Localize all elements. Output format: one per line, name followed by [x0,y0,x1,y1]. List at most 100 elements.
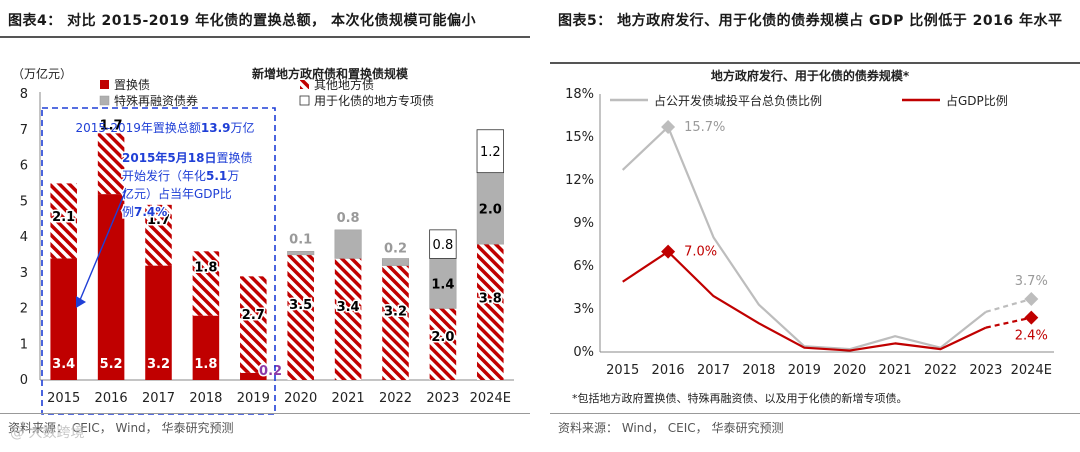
bar-segment-特殊再融资债券 [429,258,457,309]
legend-swatch-用于化债的地方专项债 [299,95,310,106]
data-label-special: 0.2 [384,241,407,256]
data-label-other: 3.8 [479,291,502,306]
x-tick-label: 2021 [879,363,912,378]
left-source: 资料来源： CEIC， Wind， 华泰研究预测 [8,421,234,435]
annotation-note-part: 2015年5月18日 [122,150,216,165]
data-label-other: 3.5 [289,298,312,313]
x-tick-label: 2017 [142,391,175,406]
bar-segment-其他地方债 [334,258,362,380]
legend-label: 用于化债的地方专项债 [314,93,434,108]
series-line-red [622,250,987,352]
y-tick-label: 7 [20,123,28,138]
x-tick-label: 2022 [379,391,412,406]
x-tick-label: 2015 [606,363,639,378]
data-label-other: 1.7 [100,118,123,133]
annotation-arrow-line [79,189,127,301]
annotation-box [41,107,276,415]
data-label-other: 3.2 [384,304,407,319]
legend-swatch-特殊再融资债券 [99,95,110,106]
annotation-note-line: 例7.4% [122,205,167,219]
bar-segment-其他地方债 [192,251,220,316]
chart-title: 地方政府发行、用于化债的债券规模* [711,68,910,83]
annotation-total: 2015-2019年置换总额13.9万亿 [75,120,254,135]
bar-segment-用于化债的地方专项债 [476,129,504,174]
bar-segment-用于化债的地方专项债 [429,229,457,259]
x-tick-label: 2019 [237,391,270,406]
data-label-end: 3.7% [1015,274,1048,289]
data-marker [661,119,676,134]
y-tick-label: 18% [565,87,594,102]
annotation-note-line: 开始发行（年化5.1万 [122,168,239,183]
data-label-special: 1.4 [431,277,454,292]
data-label-other: 3.4 [337,300,360,315]
bar-segment-其他地方债 [240,276,267,373]
data-label-other: 2.1 [52,210,75,225]
annotation-total-part: 万亿 [231,120,255,135]
footnote: *包括地方政府置换债、特殊再融资债、以及用于化债的新增专项债。 [572,391,908,405]
legend-label: 其他地方债 [314,77,374,92]
chart-title: 新增地方政府债和置换债规模 [252,66,409,81]
right-figure: 图表5： 地方政府发行、用于化债的债券规模占 GDP 比例低于 2016 年水平… [550,0,1080,452]
left-figure-title: 图表4： 对比 2015-2019 年化债的置换总额， 本次化债规模可能偏小 [8,13,476,29]
x-tick-label: 2023 [426,391,459,406]
data-label-other: 2.7 [242,308,265,323]
annotation-note-part: 5.1 [206,169,227,183]
annotation-total-part: 2015-2019年置换总额 [75,121,200,135]
annotation-arrow-head [76,296,86,308]
y-tick-label: 6 [20,159,28,174]
y-tick-label: 6% [573,259,594,274]
legend-label: 置换债 [114,78,150,92]
data-label-special: 0.8 [337,211,360,226]
data-label: 7.0% [684,245,717,260]
legend-label: 占公开发债城投平台总负债比例 [654,93,822,108]
right-title-rule [550,62,1080,64]
series-line-gray [621,125,987,351]
y-axis-label: （万亿元） [12,66,72,81]
data-marker [1024,291,1039,306]
y-tick-label: 2 [20,302,28,317]
x-tick-label: 2020 [284,391,317,406]
annotation-note-part: 例 [122,205,134,219]
bar-segment-置换债 [192,315,220,380]
left-bottom-rule [0,413,530,414]
y-tick-label: 15% [565,130,594,145]
data-label-debt-special: 0.8 [433,238,454,253]
x-tick-label: 2024E [470,391,511,406]
x-tick-label: 2015 [47,391,80,406]
bar-segment-特殊再融资债券 [334,229,362,259]
series-forecast-gray [985,297,1032,313]
bar-segment-其他地方债 [429,308,457,380]
left-bar-chart: （万亿元） 新增地方政府债和置换债规模 0 1 2 3 4 5 6 7 8 2015 2016 2017 2… [12,66,514,415]
legend-swatch-其他地方债 [300,80,309,89]
bar-segment-置换债 [97,194,125,380]
data-label-swap: 0.2 [259,364,282,379]
data-label-other: 1.7 [147,213,170,228]
y-tick-label: 0% [573,345,594,360]
y-tick-label: 5 [20,194,28,209]
bar-segment-其他地方债 [287,254,314,380]
data-label-end: 2.4% [1015,329,1048,344]
annotation-total-part: 13.9 [201,121,231,135]
legend-label: 特殊再融资债券 [114,93,198,108]
bar-segment-置换债 [240,372,267,380]
y-tick-label: 12% [565,173,594,188]
bar-segment-其他地方债 [477,244,504,380]
right-figure-title: 图表5： 地方政府发行、用于化债的债券规模占 GDP 比例低于 2016 年水平 [558,13,1063,29]
x-tick-label: 2023 [969,363,1002,378]
data-label-special: 2.0 [479,202,502,217]
data-marker [1024,310,1039,325]
y-tick-label: 3% [573,302,594,317]
left-figure: 图表4： 对比 2015-2019 年化债的置换总额， 本次化债规模可能偏小 （… [0,0,530,452]
x-tick-label: 2017 [697,363,730,378]
bar-segment-其他地方债 [382,265,409,380]
legend-label: 占GDP比例 [946,93,1008,108]
annotation-note-part: 万 [227,169,239,183]
right-line-chart: 地方政府发行、用于化债的债券规模* 0% 3% 6% 9% 12% 15% 18% 2015 20… [565,68,1054,405]
y-tick-label: 1 [20,337,28,352]
bar-segment-置换债 [145,265,172,380]
bar-segment-其他地方债 [97,133,125,195]
annotation-note-line: 2015年5月18日置换债 [122,150,252,165]
right-bottom-rule [550,413,1080,414]
bar-segment-特殊再融资债券 [287,251,315,256]
x-tick-label: 2016 [652,363,685,378]
